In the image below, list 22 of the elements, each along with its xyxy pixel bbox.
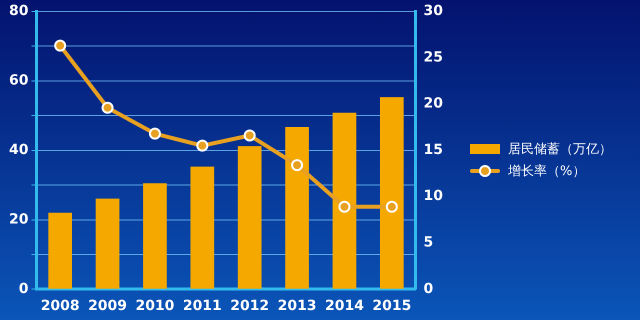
y2-tick-label: 25 <box>424 49 443 66</box>
x-tick-label: 2010 <box>135 298 175 314</box>
x-tick-label: 2015 <box>372 298 412 314</box>
x-tick-label: 2013 <box>278 298 317 314</box>
y2-tick-label: 5 <box>424 234 434 251</box>
x-tick-label: 2011 <box>182 298 222 314</box>
y-tick-label: 60 <box>9 72 29 88</box>
y2-tick-label: 20 <box>424 96 444 112</box>
legend-label: 居民储蓄（万亿） <box>508 141 612 158</box>
y2-tick-label: 30 <box>424 3 444 20</box>
x-tick-label: 2009 <box>88 298 128 314</box>
legend-label: 增长率（%） <box>508 163 586 180</box>
x-tick-label: 2008 <box>40 298 80 314</box>
y2-tick-label: 10 <box>424 188 444 204</box>
x-tick-label: 2012 <box>230 298 270 314</box>
y2-tick-label: 15 <box>424 142 443 158</box>
y2-tick-label: 0 <box>424 280 434 297</box>
y-tick-label: 20 <box>9 211 29 228</box>
y-tick-label: 40 <box>9 142 29 158</box>
y-tick-label: 0 <box>18 280 29 297</box>
x-tick-label: 2014 <box>324 298 364 314</box>
y-tick-label: 80 <box>9 3 29 20</box>
